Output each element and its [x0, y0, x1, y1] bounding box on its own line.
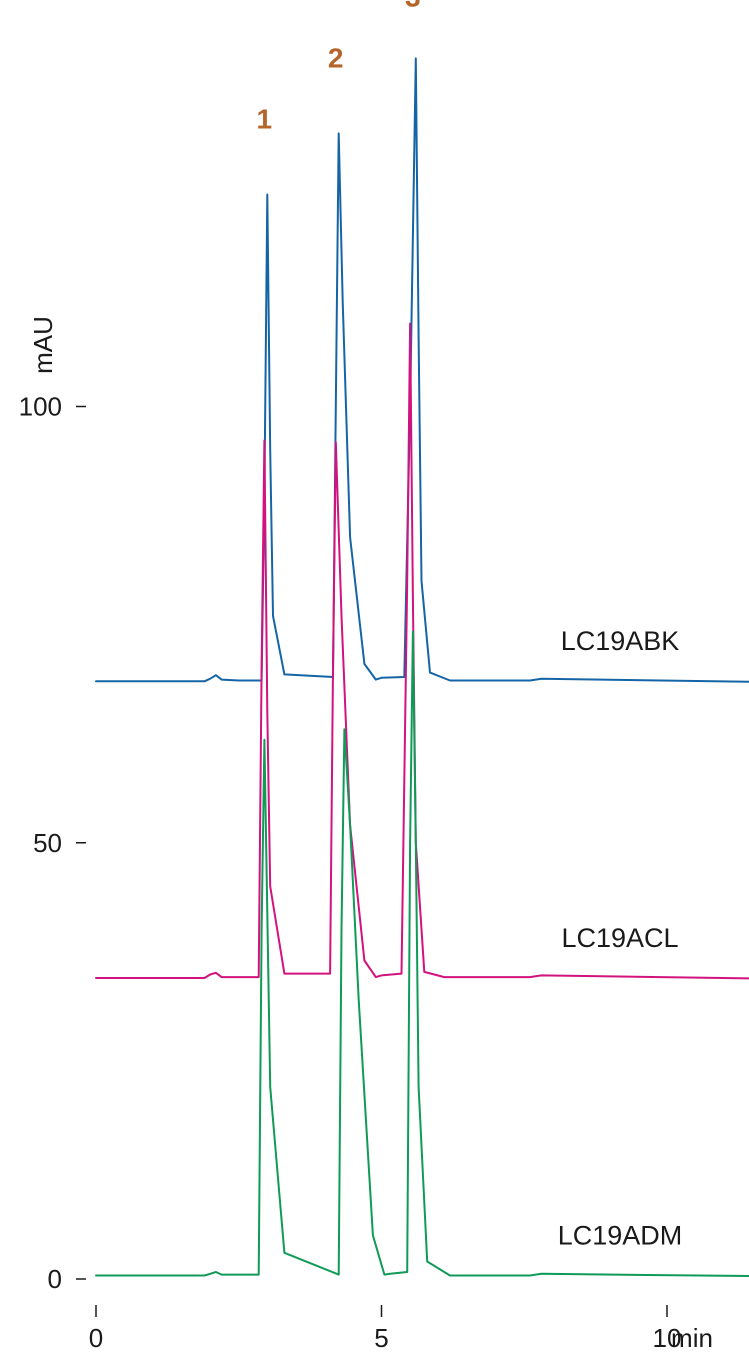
peak-label-2: 2: [328, 43, 344, 74]
x-tick-label-10: 10: [653, 1323, 682, 1353]
x-axis-title: min: [671, 1323, 713, 1353]
trace-lc19abk: [95, 57, 749, 683]
trace-label-lc19adm: LC19ADM: [558, 1220, 683, 1250]
trace-labels: LC19ABK LC19ACL LC19ADM: [558, 626, 683, 1250]
x-axis: 0 5 10: [89, 1305, 682, 1353]
y-tick-label-50: 50: [33, 828, 62, 858]
trace-label-lc19acl: LC19ACL: [561, 923, 678, 953]
trace-lc19adm: [95, 630, 749, 1278]
traces: [95, 57, 749, 1278]
x-tick-label-0: 0: [89, 1323, 103, 1353]
x-tick-label-5: 5: [374, 1323, 388, 1353]
y-axis: 0 50 100: [19, 392, 86, 1294]
trace-label-lc19abk: LC19ABK: [561, 626, 680, 656]
peak-labels: 1 2 3: [257, 0, 421, 135]
y-tick-label-0: 0: [48, 1264, 62, 1294]
peak-label-3: 3: [405, 0, 421, 12]
y-tick-label-100: 100: [19, 392, 62, 422]
peak-label-1: 1: [257, 104, 273, 135]
trace-lc19acl: [95, 322, 749, 980]
y-axis-title: mAU: [28, 316, 58, 374]
